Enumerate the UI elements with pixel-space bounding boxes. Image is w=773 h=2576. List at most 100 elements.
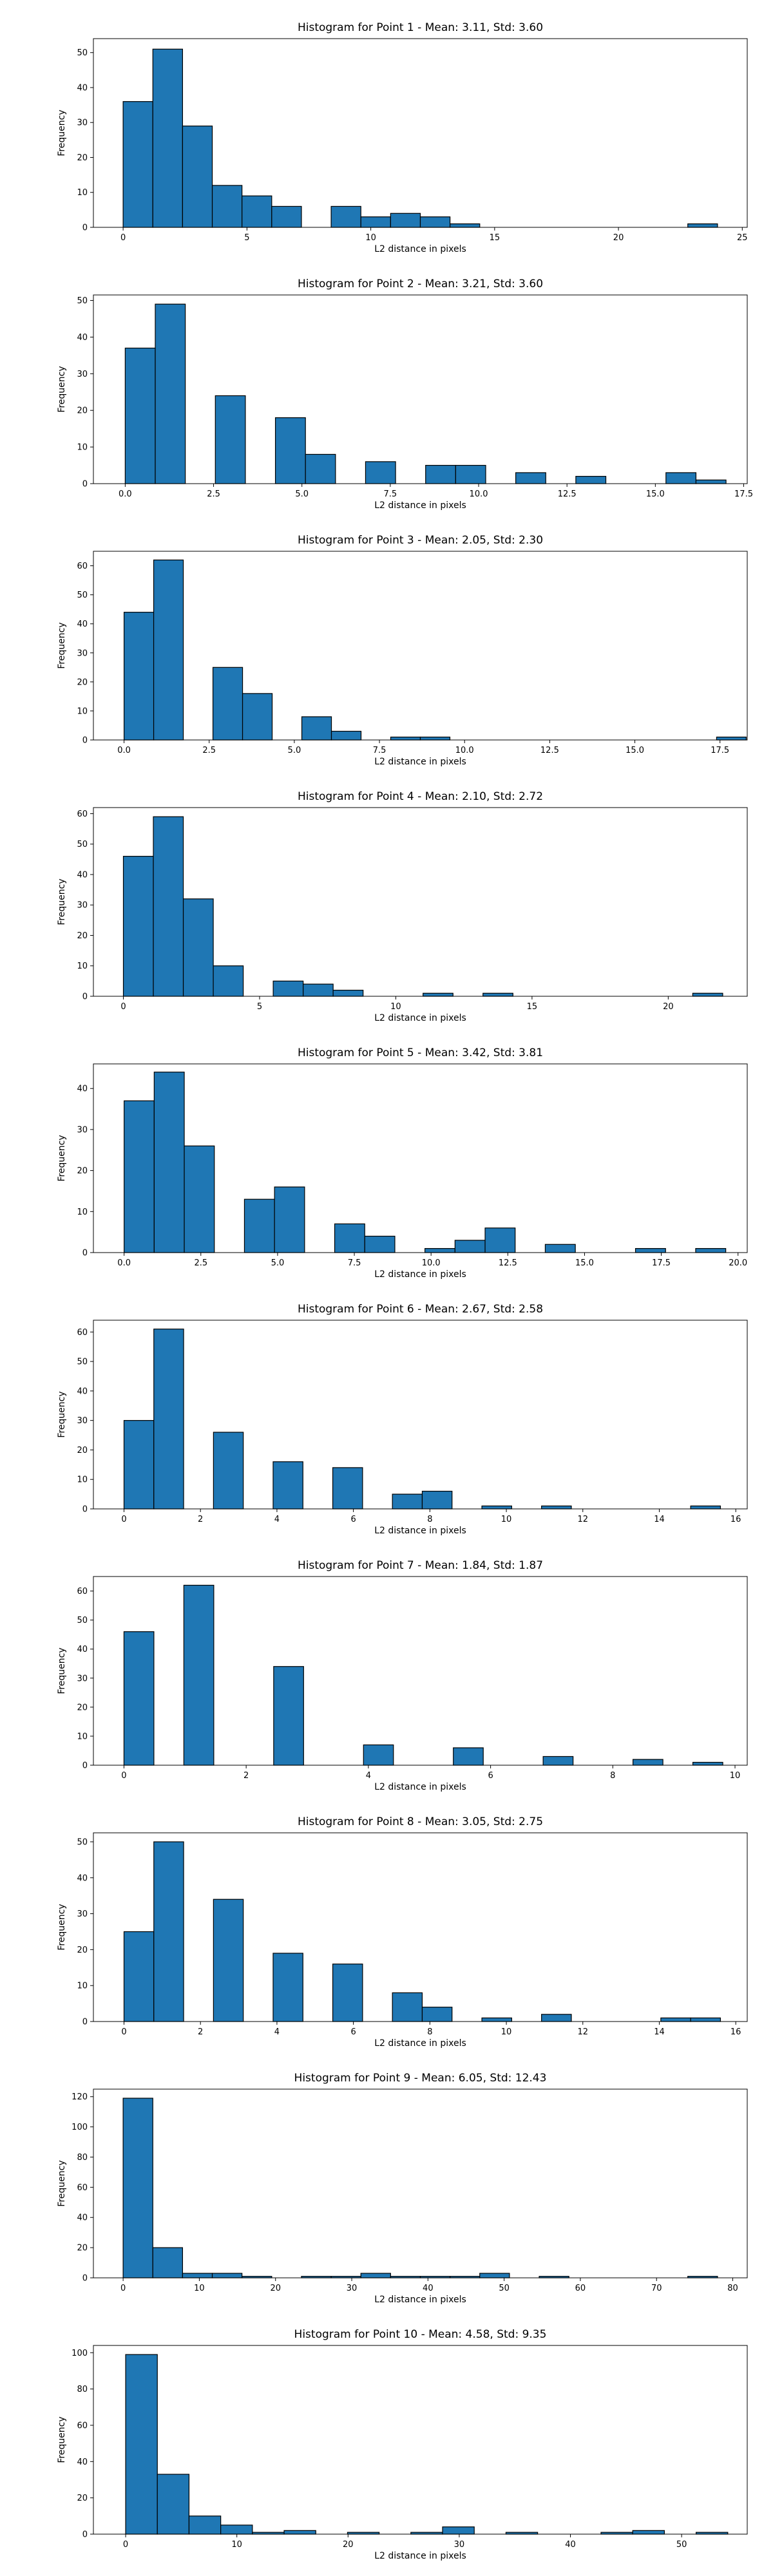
x-tick-label: 7.5 — [384, 489, 397, 499]
y-axis-label: Frequency — [57, 1904, 67, 1950]
y-axis-label: Frequency — [57, 622, 67, 668]
x-tick-label: 0 — [121, 2027, 126, 2037]
x-tick-label: 2.5 — [202, 746, 216, 755]
histogram-bar — [182, 126, 213, 228]
x-tick-label: 20 — [343, 2540, 354, 2550]
histogram-bar — [363, 1744, 394, 1766]
histogram-bar — [665, 472, 697, 484]
histogram-bar — [660, 2017, 691, 2022]
y-tick-label: 50 — [77, 840, 88, 849]
histogram-chart-3: Histogram for Point 3 - Mean: 2.05, Std:… — [57, 534, 748, 767]
y-tick-label: 40 — [77, 1084, 88, 1094]
y-axis-label: Frequency — [57, 109, 67, 156]
histogram-bar — [692, 992, 723, 997]
x-axis-label: L2 distance in pixels — [374, 500, 466, 511]
histogram-bar — [484, 1227, 516, 1253]
y-tick-label: 0 — [82, 2018, 88, 2027]
histogram-bar — [421, 1490, 453, 1510]
x-tick-label: 15.0 — [625, 746, 644, 755]
x-axis-label: L2 distance in pixels — [374, 757, 466, 767]
chart-title: Histogram for Point 6 - Mean: 2.67, Std:… — [298, 1303, 543, 1316]
histogram-bar — [211, 2273, 243, 2278]
x-tick-label: 0 — [120, 233, 126, 243]
histogram-bar — [152, 2247, 184, 2278]
histogram-bar — [716, 736, 747, 741]
histogram-bar — [152, 48, 184, 228]
x-tick-label: 25 — [737, 233, 748, 243]
x-tick-label: 4 — [274, 1515, 280, 1524]
y-tick-label: 80 — [77, 2153, 88, 2163]
chart-title: Histogram for Point 8 - Mean: 3.05, Std:… — [298, 1815, 543, 1828]
histogram-bar — [364, 1235, 396, 1253]
histogram-bar — [542, 1756, 574, 1766]
x-axis-label: L2 distance in pixels — [374, 1526, 466, 1536]
histogram-chart-4: Histogram for Point 4 - Mean: 2.10, Std:… — [57, 790, 748, 1023]
histogram-bar — [330, 205, 361, 228]
histogram-bar — [695, 1248, 727, 1253]
x-tick-label: 14 — [654, 2027, 665, 2037]
x-tick-label: 17.5 — [711, 746, 729, 755]
histogram-bar — [153, 559, 184, 741]
plot-frame — [93, 2088, 748, 2278]
histogram-bar — [479, 2273, 510, 2278]
x-tick-label: 10 — [365, 233, 376, 243]
x-tick-label: 12.5 — [540, 746, 559, 755]
histogram-bar — [184, 1145, 215, 1253]
x-tick-label: 6 — [488, 1771, 493, 1781]
histogram-bar — [242, 693, 273, 741]
x-tick-label: 10 — [501, 1515, 512, 1524]
x-tick-label: 15 — [490, 233, 501, 243]
x-tick-label: 7.5 — [348, 1258, 361, 1268]
y-tick-label: 50 — [77, 1358, 88, 1367]
y-tick-label: 0 — [82, 2530, 88, 2540]
histogram-bar — [482, 992, 513, 997]
histogram-bar — [632, 2530, 665, 2535]
y-tick-label: 30 — [77, 1674, 88, 1683]
x-tick-label: 2.5 — [194, 1258, 207, 1268]
y-tick-label: 10 — [77, 1208, 88, 1217]
x-tick-label: 0.0 — [119, 489, 132, 499]
histogram-bar — [690, 2017, 721, 2022]
histogram-bar — [450, 223, 481, 228]
y-tick-label: 30 — [77, 901, 88, 911]
histogram-bar — [425, 1248, 455, 1253]
histogram-bar — [153, 816, 184, 997]
histogram-bar — [541, 1505, 572, 1510]
histogram-bar — [419, 736, 451, 741]
histogram-bar — [213, 1899, 244, 2022]
histogram-bar — [220, 2524, 253, 2535]
x-tick-label: 16 — [730, 1515, 741, 1524]
y-tick-label: 40 — [77, 870, 88, 880]
histogram-bar — [481, 2017, 512, 2022]
histogram-bar — [153, 1072, 185, 1253]
chart-title: Histogram for Point 1 - Mean: 3.11, Std:… — [298, 21, 543, 34]
y-axis-label: Frequency — [57, 2416, 67, 2463]
x-tick-label: 2 — [198, 2027, 203, 2037]
histogram-chart-1: Histogram for Point 1 - Mean: 3.11, Std:… — [57, 21, 748, 254]
histogram-bar — [695, 479, 727, 484]
x-tick-label: 50 — [676, 2540, 687, 2550]
y-tick-label: 10 — [77, 188, 88, 198]
y-tick-label: 10 — [77, 1732, 88, 1741]
histogram-bar — [123, 1631, 155, 1766]
histogram-bar — [155, 303, 186, 484]
chart-title: Histogram for Point 3 - Mean: 2.05, Std:… — [298, 534, 543, 547]
y-tick-label: 60 — [77, 1587, 88, 1596]
histogram-bar — [421, 2007, 453, 2022]
y-tick-label: 40 — [77, 620, 88, 629]
histogram-bar — [454, 1240, 486, 1253]
x-tick-label: 2 — [243, 1771, 249, 1781]
y-tick-label: 0 — [82, 736, 88, 746]
histogram-bar — [124, 1100, 155, 1253]
y-axis-label: Frequency — [57, 1135, 67, 1181]
histogram-chart-5: Histogram for Point 5 - Mean: 3.42, Std:… — [57, 1046, 748, 1280]
x-tick-label: 17.5 — [734, 489, 753, 499]
y-tick-label: 20 — [77, 2494, 88, 2503]
y-axis-label: Frequency — [57, 1647, 67, 1694]
y-axis-label: Frequency — [57, 2160, 67, 2206]
x-tick-label: 20 — [663, 1002, 674, 1012]
histogram-bar — [211, 185, 243, 228]
y-tick-label: 0 — [82, 1249, 88, 1258]
x-tick-label: 5.0 — [288, 746, 301, 755]
